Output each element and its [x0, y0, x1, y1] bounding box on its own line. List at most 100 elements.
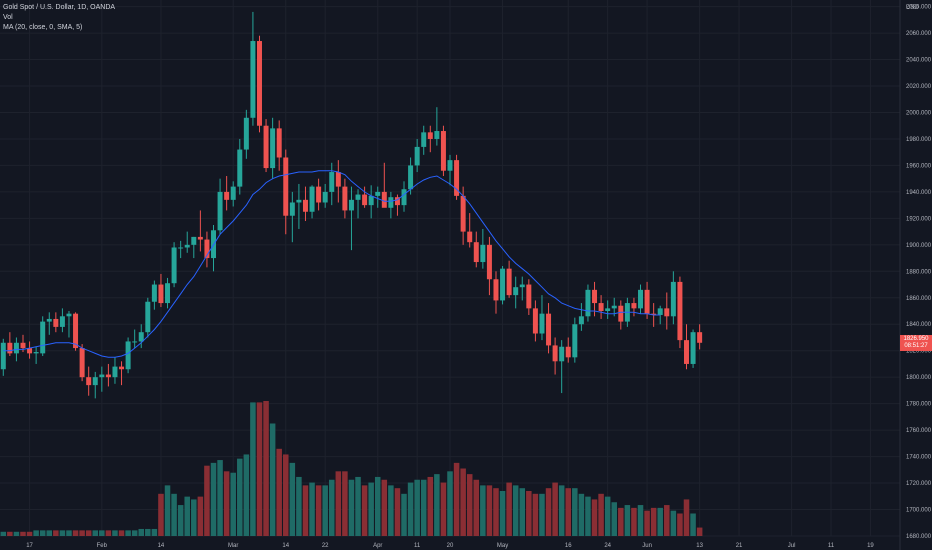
- volume-bar: [223, 471, 230, 536]
- price-tick-label: 2080.000: [906, 5, 932, 11]
- candle: [178, 240, 184, 259]
- candle-body: [165, 283, 171, 304]
- candle-body: [618, 305, 624, 322]
- volume-bar: [92, 530, 99, 536]
- volume-bar: [289, 462, 296, 536]
- candle-body: [53, 318, 59, 327]
- volume-bar: [578, 493, 585, 536]
- candle-body: [342, 186, 348, 211]
- candle: [644, 281, 650, 319]
- candle-body: [20, 342, 26, 349]
- candle-body: [158, 284, 164, 304]
- candle-body: [329, 172, 335, 192]
- volume-bar: [473, 479, 480, 536]
- candle-body: [184, 244, 190, 248]
- volume-bar: [125, 530, 131, 536]
- candle-body: [552, 345, 558, 362]
- volume-bar: [572, 488, 578, 536]
- time-tick-label: 20: [447, 543, 454, 549]
- candle-body: [316, 186, 322, 203]
- time-tick-label: Jun: [642, 543, 652, 549]
- candle: [79, 344, 85, 382]
- candle: [677, 276, 683, 349]
- candle: [165, 277, 171, 309]
- volume-bar: [39, 530, 46, 536]
- price-tick-label: 1880.000: [906, 269, 932, 275]
- candle: [33, 346, 39, 364]
- price-tick-label: 2000.000: [906, 110, 932, 116]
- candle-body: [493, 279, 499, 301]
- time-tick-label: Apr: [373, 543, 382, 549]
- volume-bar: [151, 528, 158, 536]
- volume-bar: [99, 530, 105, 536]
- price-axis[interactable]: 1680.000 1700.000 1720.000 1740.000 1760.000…: [906, 5, 932, 540]
- candle-body: [375, 191, 381, 196]
- volume-bar: [342, 471, 348, 536]
- volume-bar: [670, 510, 677, 536]
- volume-bar: [296, 476, 302, 536]
- symbol-title[interactable]: Gold Spot / U.S. Dollar, 1D, OANDA: [3, 4, 116, 11]
- volume-bar: [453, 462, 460, 536]
- candle: [414, 138, 420, 173]
- volume-indicator-label[interactable]: Vol: [3, 14, 13, 21]
- candle-body: [79, 348, 85, 378]
- candle: [348, 186, 354, 251]
- candle-body: [611, 305, 617, 309]
- candle-body: [657, 308, 663, 315]
- candle-body: [427, 132, 433, 139]
- candle: [40, 316, 46, 357]
- volume-bar: [250, 402, 256, 536]
- volume-bar: [618, 507, 624, 536]
- candle: [375, 186, 381, 208]
- candle-body: [13, 342, 19, 354]
- candle: [132, 329, 138, 349]
- volume-bar: [20, 531, 26, 536]
- volume-bar: [237, 458, 243, 536]
- volume-bar: [171, 493, 177, 536]
- candle-body: [230, 186, 236, 200]
- candle-body: [132, 341, 138, 343]
- candle: [664, 292, 670, 330]
- volume-bar: [263, 401, 269, 536]
- candle: [618, 300, 624, 330]
- candle-body: [119, 366, 125, 370]
- volume-bar: [447, 471, 453, 536]
- candle-body: [92, 377, 98, 386]
- candle-body: [486, 244, 492, 280]
- volume-bar: [434, 474, 440, 536]
- candle-body: [447, 160, 453, 171]
- candle: [92, 371, 98, 399]
- candle-body: [565, 346, 571, 358]
- volume-bar: [118, 530, 125, 536]
- volume-bar: [210, 462, 217, 536]
- volume-bar: [145, 528, 151, 536]
- candle-body: [585, 289, 591, 317]
- candle: [559, 340, 565, 394]
- volume-bar: [348, 479, 355, 536]
- price-tick-label: 1720.000: [906, 481, 932, 487]
- volume-bar: [177, 505, 184, 536]
- volume-bar: [624, 505, 631, 536]
- candle: [447, 154, 453, 186]
- candle-body: [664, 308, 670, 317]
- volume-bar: [276, 448, 282, 536]
- volume-bar: [388, 485, 394, 536]
- candle: [670, 271, 676, 325]
- volume-bar: [184, 496, 190, 536]
- candle-body: [684, 340, 689, 364]
- candle-body: [191, 236, 197, 245]
- time-tick-label: 11: [414, 543, 421, 549]
- volume-bar: [59, 530, 66, 536]
- candle: [368, 185, 374, 219]
- volume-bar: [414, 479, 420, 536]
- ma-indicator-label[interactable]: MA (20, close, 0, SMA, 5): [3, 24, 83, 31]
- candle: [473, 231, 479, 268]
- candle: [263, 119, 269, 173]
- volume-bar: [164, 485, 171, 536]
- candle-body: [105, 374, 111, 378]
- time-axis[interactable]: 17 Feb 14 Mar 14 22 Apr 11 20 May 16 24 Jun 13 21 Jul 11…: [26, 543, 874, 549]
- candle: [125, 337, 131, 374]
- volume-bar: [230, 472, 236, 536]
- volume-bar: [407, 482, 414, 536]
